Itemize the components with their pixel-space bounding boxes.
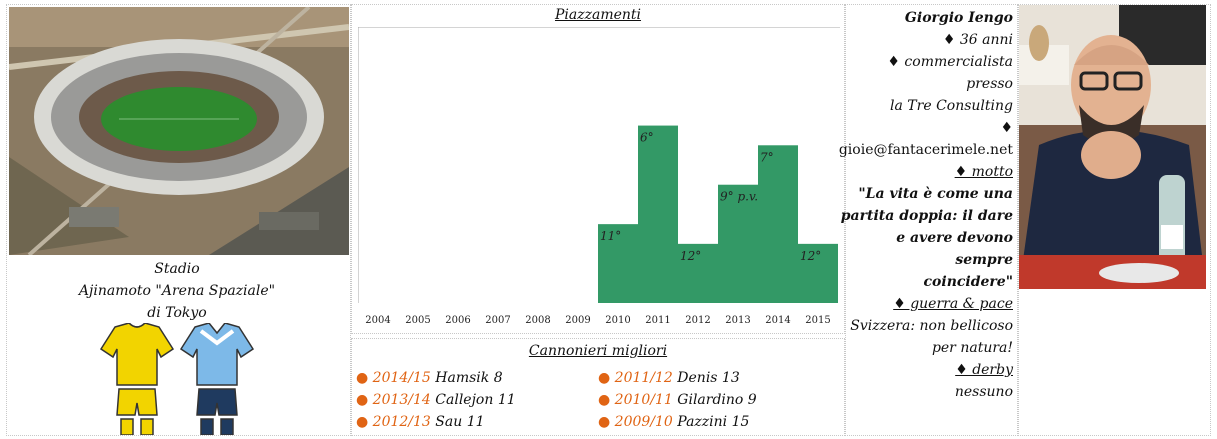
scorers-panel: Cannonieri migliori ● 2014/15 Hamsik 8 ● … <box>351 338 845 436</box>
bullet-icon: ● <box>598 370 615 386</box>
scorer-item: ● 2012/13 Sau 11 <box>356 411 485 433</box>
bullet-icon: ● <box>598 392 615 408</box>
scorer-name: Callejon 11 <box>430 392 516 408</box>
bar-label-2011: 6° <box>640 131 654 145</box>
year-label-2011: 2011 <box>645 315 670 326</box>
scorer-name: Pazzini 15 <box>672 414 750 430</box>
year-label-2007: 2007 <box>485 315 510 326</box>
profile-job-line2: la Tre Consulting <box>890 98 1013 114</box>
placements-title: Piazzamenti <box>554 7 642 23</box>
bar-2011 <box>638 125 678 303</box>
profile-photo <box>1019 5 1206 289</box>
home-kit <box>99 322 175 436</box>
scorer-name: Denis 13 <box>672 370 740 386</box>
year-label-2009: 2009 <box>565 315 590 326</box>
bar-label-2010: 11° <box>600 229 621 243</box>
placements-chart: 11° 6° 12° 9° p.v. 7° 12° 2004 2005 2006 2007 200… <box>358 27 840 326</box>
derby-label: ♦ derby <box>955 362 1013 378</box>
war-label: ♦ guerra & pace <box>893 296 1013 312</box>
year-label-2015: 2015 <box>805 315 830 326</box>
profile-email-bullet: ♦ <box>1000 120 1013 136</box>
bar-label-2015: 12° <box>800 249 821 263</box>
motto-line2: partita doppia: il dare <box>840 208 1013 224</box>
profile-info: Giorgio Iengo ♦ 36 anni ♦ commercialista… <box>838 7 1013 403</box>
scorer-season: 2014/15 <box>372 370 431 386</box>
war-line1: Svizzera: non bellicoso <box>850 318 1013 334</box>
scorer-season: 2011/12 <box>614 370 673 386</box>
year-label-2012: 2012 <box>685 315 710 326</box>
scorer-season: 2012/13 <box>372 414 431 430</box>
scorer-item: ● 2011/12 Denis 13 <box>598 367 740 389</box>
stadium-caption-line2: Ajinamoto "Arena Spaziale" <box>78 283 276 299</box>
scorers-title: Cannonieri migliori <box>528 343 668 359</box>
bullet-icon: ● <box>356 370 373 386</box>
year-label-2004: 2004 <box>365 315 390 326</box>
stadium-panel: Stadio Ajinamoto "Arena Spaziale" di Tok… <box>6 4 351 436</box>
bullet-icon: ● <box>598 414 615 430</box>
scorer-name: Hamsik 8 <box>430 370 503 386</box>
away-kit <box>179 322 255 436</box>
placements-panel: Piazzamenti 11° 6° 12° 9° p.v. 7° 12° 2004 200… <box>351 4 845 334</box>
bar-label-2013: 9° p.v. <box>720 190 758 204</box>
profile-job-line1: ♦ commercialista presso <box>887 54 1013 92</box>
scorer-item: ● 2010/11 Gilardino 9 <box>598 389 757 411</box>
year-label-2008: 2008 <box>525 315 550 326</box>
profile-panel: Giorgio Iengo ♦ 36 anni ♦ commercialista… <box>839 4 1018 436</box>
profile-name: Giorgio Iengo <box>904 10 1013 26</box>
motto-line1: "La vita è come una <box>858 186 1013 202</box>
bullet-icon: ● <box>356 392 373 408</box>
year-label-2014: 2014 <box>765 315 790 326</box>
year-label-2006: 2006 <box>445 315 470 326</box>
profile-age: ♦ 36 anni <box>942 32 1013 48</box>
photo-panel <box>1018 4 1211 436</box>
bar-2013 <box>718 184 758 303</box>
bar-2012 <box>678 243 718 303</box>
scorer-name: Sau 11 <box>430 414 485 430</box>
war-line2: per natura! <box>931 340 1013 356</box>
motto-line3: e avere devono sempre <box>896 230 1013 268</box>
profile-email[interactable]: gioie@fantacerimele.net <box>838 142 1013 158</box>
bar-2010 <box>598 224 638 303</box>
motto-label: ♦ motto <box>954 164 1013 180</box>
scorer-season: 2010/11 <box>614 392 673 408</box>
bar-label-2014: 7° <box>760 150 774 164</box>
scorer-item: ● 2013/14 Callejon 11 <box>356 389 516 411</box>
year-label-2010: 2010 <box>605 315 630 326</box>
year-label-2005: 2005 <box>405 315 430 326</box>
derby-value: nessuno <box>954 384 1013 400</box>
bar-label-2012: 12° <box>680 249 701 263</box>
scorer-season: 2013/14 <box>372 392 431 408</box>
scorer-season: 2009/10 <box>614 414 673 430</box>
scorer-item: ● 2009/10 Pazzini 15 <box>598 411 749 433</box>
motto-line4: coincidere" <box>923 274 1013 290</box>
scorer-name: Gilardino 9 <box>672 392 757 408</box>
stadium-image <box>9 7 349 255</box>
bar-2015 <box>798 243 838 303</box>
year-label-2013: 2013 <box>725 315 750 326</box>
bullet-icon: ● <box>356 414 373 430</box>
stadium-caption-line3: di Tokyo <box>147 305 207 321</box>
stadium-caption: Stadio Ajinamoto "Arena Spaziale" di Tok… <box>7 258 347 324</box>
scorer-item: ● 2014/15 Hamsik 8 <box>356 367 503 389</box>
bar-2014 <box>758 145 798 303</box>
stadium-caption-line1: Stadio <box>154 261 200 277</box>
